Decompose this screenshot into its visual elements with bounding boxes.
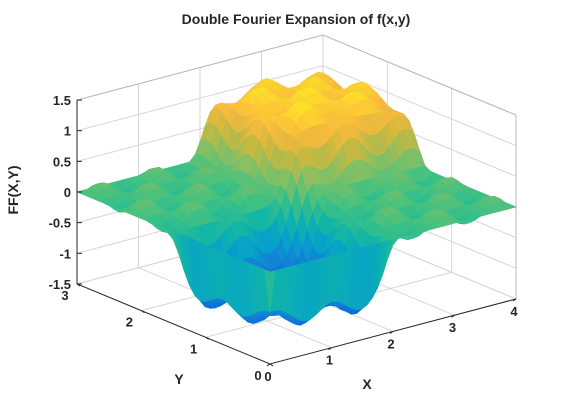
x-tick-label: 3 — [449, 320, 456, 335]
grid-line-side-z — [322, 65, 517, 147]
chart-title: Double Fourier Expansion of f(x,y) — [182, 11, 411, 27]
x-tick-mark — [512, 298, 517, 302]
z-tick-label: 1.5 — [53, 93, 71, 108]
y-tick-label: 0 — [254, 368, 261, 383]
box-edge-top-side — [322, 34, 517, 116]
y-tick-label: 1 — [190, 341, 197, 356]
y-axis-line — [76, 283, 271, 365]
y-tick-mark — [205, 336, 209, 340]
z-axis-label: FF(X,Y) — [5, 166, 21, 215]
x-tick-mark — [328, 347, 332, 351]
z-tick-label: 1 — [64, 124, 71, 139]
x-tick-mark — [451, 314, 455, 318]
z-tick-label: 0.5 — [53, 154, 71, 169]
z-tick-label: -1.5 — [49, 277, 71, 292]
y-axis-label: Y — [174, 371, 184, 387]
x-tick-mark — [266, 363, 271, 367]
y-tick-label: 2 — [126, 315, 133, 330]
x-axis-label: X — [362, 376, 372, 392]
x-tick-label: 2 — [387, 336, 394, 351]
y-tick-mark — [269, 363, 274, 367]
x-tick-label: 1 — [326, 353, 333, 368]
x-tick-mark — [389, 331, 394, 334]
box-edge-top-back — [76, 34, 324, 101]
surface-layer — [76, 71, 517, 326]
z-tick-label: -1 — [59, 246, 71, 261]
x-tick-label: 0 — [264, 369, 271, 384]
surface-patch — [264, 269, 276, 312]
z-tick-label: 0 — [64, 185, 71, 200]
x-tick-label: 4 — [510, 304, 518, 319]
y-tick-mark — [141, 310, 145, 314]
y-tick-label: 3 — [61, 288, 68, 303]
z-tick-label: -0.5 — [49, 216, 71, 231]
